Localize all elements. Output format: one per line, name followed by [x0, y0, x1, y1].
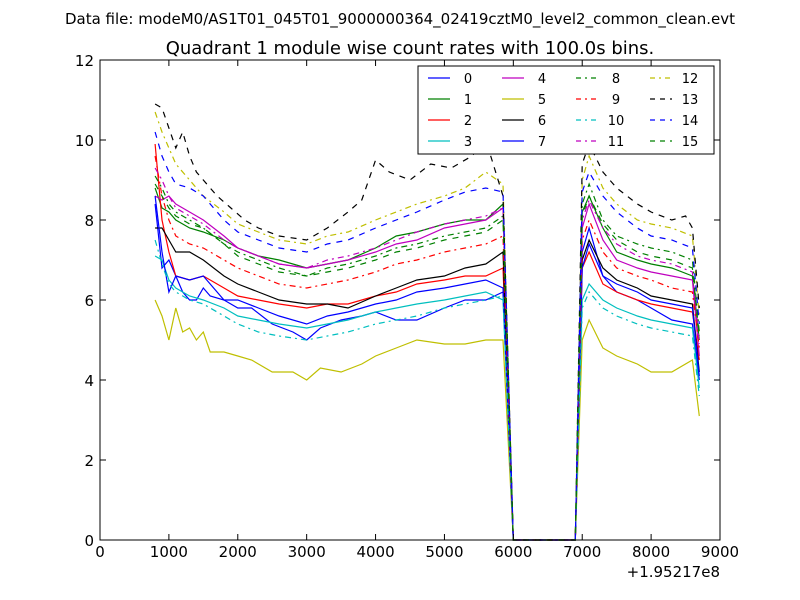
legend-label-8: 8 [612, 72, 620, 87]
legend-label-1: 1 [464, 93, 472, 108]
series-line-8 [154, 175, 700, 541]
legend-label-6: 6 [538, 114, 546, 129]
series-line-11 [154, 167, 700, 541]
x-offset-label: +1.95217e8 [627, 563, 720, 581]
x-tick-label: 5000 [425, 543, 463, 561]
series-line-12 [154, 111, 700, 541]
y-tick-label: 6 [84, 292, 94, 310]
y-tick-label: 8 [84, 212, 94, 230]
series-line-7 [154, 195, 700, 541]
legend-label-7: 7 [538, 135, 546, 150]
legend-label-3: 3 [464, 135, 472, 150]
data-file-suptitle: Data file: modeM0/AS1T01_045T01_90000003… [65, 10, 735, 29]
x-tick-label: 4000 [356, 543, 394, 561]
plot-lines [154, 103, 700, 541]
legend-label-4: 4 [538, 72, 546, 87]
series-line-6 [155, 227, 700, 541]
x-tick-label: 7000 [563, 543, 601, 561]
legend-label-9: 9 [612, 93, 620, 108]
x-tick-label: 8000 [632, 543, 670, 561]
legend-label-11: 11 [608, 135, 625, 150]
x-tick-label: 2000 [219, 543, 257, 561]
x-tick-label: 0 [95, 543, 105, 561]
legend-label-0: 0 [464, 72, 472, 87]
y-tick-label: 12 [75, 52, 94, 70]
legend-label-5: 5 [538, 93, 546, 108]
x-tick-label: 9000 [701, 543, 739, 561]
y-tick-label: 4 [84, 372, 94, 390]
x-tick-label: 3000 [288, 543, 326, 561]
x-tick-label: 1000 [150, 543, 188, 561]
legend-label-15: 15 [682, 135, 699, 150]
x-tick-label: 6000 [494, 543, 532, 561]
series-line-3 [154, 255, 700, 541]
series-line-2 [154, 143, 700, 541]
series-line-5 [154, 299, 700, 541]
legend-label-14: 14 [682, 114, 699, 129]
legend-label-2: 2 [464, 114, 472, 129]
legend-label-12: 12 [682, 72, 699, 87]
y-tick-label: 2 [84, 452, 94, 470]
series-line-4 [154, 195, 700, 541]
chart-title: Quadrant 1 module wise count rates with … [166, 38, 655, 59]
series-line-14 [154, 131, 700, 541]
series-line-9 [154, 155, 700, 541]
series-line-10 [154, 239, 700, 541]
y-tick-label: 10 [75, 132, 94, 150]
legend-box [417, 65, 715, 155]
series-line-13 [154, 103, 700, 541]
legend-label-10: 10 [608, 114, 625, 129]
series-line-15 [154, 183, 700, 541]
axis-ticks: 0 1000 2000 3000 4000 5000 6000 7000 8000 9000 0 2 4… [75, 52, 739, 561]
legend-label-13: 13 [682, 93, 699, 108]
y-tick-label: 0 [84, 532, 94, 550]
